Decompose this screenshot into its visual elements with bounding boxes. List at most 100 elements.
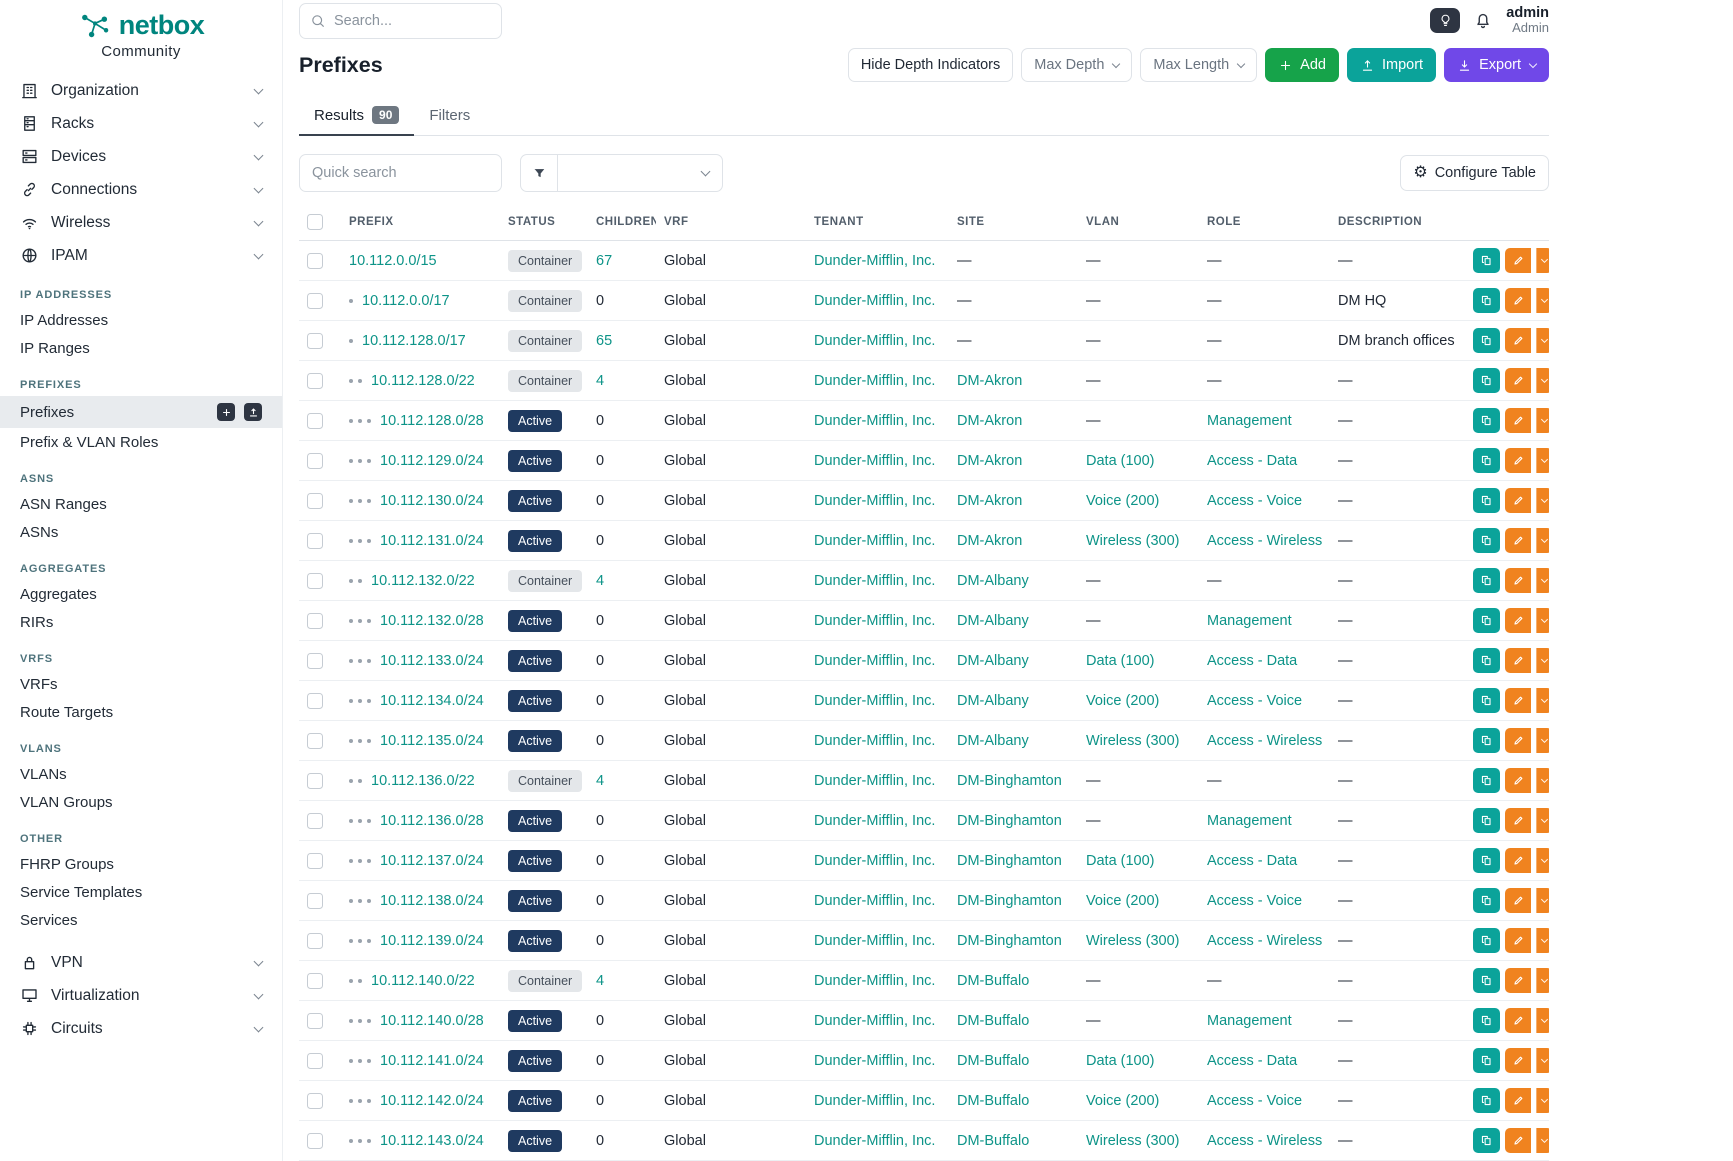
prefix-link[interactable]: 10.112.139.0/24 — [380, 932, 484, 949]
edit-button[interactable] — [1505, 448, 1531, 473]
prefix-link[interactable]: 10.112.133.0/24 — [380, 652, 484, 669]
role-link[interactable]: Access - Voice — [1207, 1092, 1303, 1109]
edit-button[interactable] — [1505, 688, 1531, 713]
row-checkbox[interactable] — [307, 1092, 323, 1109]
row-checkbox[interactable] — [307, 692, 323, 709]
copy-button[interactable] — [1473, 688, 1500, 713]
vlan-link[interactable]: Data (100) — [1086, 1052, 1155, 1069]
tenant-link[interactable]: Dunder-Mifflin, Inc. — [814, 612, 936, 629]
edit-button[interactable] — [1505, 328, 1531, 353]
theme-toggle-button[interactable] — [1430, 7, 1461, 33]
column-header-prefix[interactable]: PREFIX — [341, 202, 500, 241]
import-button[interactable] — [244, 403, 262, 421]
edit-button[interactable] — [1505, 648, 1531, 673]
prefix-link[interactable]: 10.112.136.0/28 — [380, 812, 484, 829]
tenant-link[interactable]: Dunder-Mifflin, Inc. — [814, 892, 936, 909]
sidebar-item-fhrp-groups[interactable]: FHRP Groups — [0, 850, 282, 878]
tenant-link[interactable]: Dunder-Mifflin, Inc. — [814, 652, 936, 669]
sidebar-item-asns[interactable]: ASNs — [0, 518, 282, 546]
children-link[interactable]: 4 — [596, 572, 605, 589]
row-checkbox[interactable] — [307, 772, 323, 789]
copy-button[interactable] — [1473, 768, 1500, 793]
copy-button[interactable] — [1473, 1008, 1500, 1033]
sidebar-item-vlans[interactable]: VLANs — [0, 760, 282, 788]
site-link[interactable]: DM-Binghamton — [957, 892, 1062, 909]
tenant-link[interactable]: Dunder-Mifflin, Inc. — [814, 852, 936, 869]
copy-button[interactable] — [1473, 1048, 1500, 1073]
role-link[interactable]: Management — [1207, 812, 1292, 829]
sidebar-item-circuits[interactable]: Circuits — [0, 1012, 282, 1045]
prefix-link[interactable]: 10.112.135.0/24 — [380, 732, 484, 749]
vlan-link[interactable]: Data (100) — [1086, 652, 1155, 669]
sidebar-item-service-templates[interactable]: Service Templates — [0, 878, 282, 906]
copy-button[interactable] — [1473, 528, 1500, 553]
role-link[interactable]: Access - Data — [1207, 652, 1298, 669]
row-checkbox[interactable] — [307, 252, 323, 269]
edit-button[interactable] — [1505, 408, 1531, 433]
edit-button[interactable] — [1505, 1088, 1531, 1113]
edit-dropdown-button[interactable] — [1536, 528, 1549, 553]
site-link[interactable]: DM-Akron — [957, 492, 1023, 509]
site-link[interactable]: DM-Buffalo — [957, 1012, 1030, 1029]
select-all-checkbox[interactable] — [307, 214, 323, 230]
edit-button[interactable] — [1505, 608, 1531, 633]
prefix-link[interactable]: 10.112.140.0/28 — [380, 1012, 484, 1029]
children-link[interactable]: 65 — [596, 332, 613, 349]
prefix-link[interactable]: 10.112.136.0/22 — [371, 772, 475, 789]
edit-dropdown-button[interactable] — [1536, 848, 1549, 873]
edit-button[interactable] — [1505, 1128, 1531, 1153]
role-link[interactable]: Access - Wireless — [1207, 932, 1323, 949]
column-header-description[interactable]: DESCRIPTION — [1330, 202, 1465, 241]
edit-dropdown-button[interactable] — [1536, 288, 1549, 313]
edit-button[interactable] — [1505, 928, 1531, 953]
tenant-link[interactable]: Dunder-Mifflin, Inc. — [814, 332, 936, 349]
children-link[interactable]: 4 — [596, 972, 605, 989]
tenant-link[interactable]: Dunder-Mifflin, Inc. — [814, 1052, 936, 1069]
edit-button[interactable] — [1505, 488, 1531, 513]
edit-dropdown-button[interactable] — [1536, 768, 1549, 793]
site-link[interactable]: DM-Buffalo — [957, 1132, 1030, 1149]
children-link[interactable]: 67 — [596, 252, 613, 269]
edit-dropdown-button[interactable] — [1536, 648, 1549, 673]
edit-dropdown-button[interactable] — [1536, 368, 1549, 393]
prefix-link[interactable]: 10.112.128.0/28 — [380, 412, 484, 429]
children-link[interactable]: 4 — [596, 372, 605, 389]
copy-button[interactable] — [1473, 368, 1500, 393]
edit-button[interactable] — [1505, 768, 1531, 793]
edit-button[interactable] — [1505, 888, 1531, 913]
edit-button[interactable] — [1505, 248, 1531, 273]
vlan-link[interactable]: Data (100) — [1086, 852, 1155, 869]
tenant-link[interactable]: Dunder-Mifflin, Inc. — [814, 1132, 936, 1149]
role-link[interactable]: Management — [1207, 1012, 1292, 1029]
prefix-link[interactable]: 10.112.143.0/24 — [380, 1132, 484, 1149]
site-link[interactable]: DM-Akron — [957, 452, 1023, 469]
tenant-link[interactable]: Dunder-Mifflin, Inc. — [814, 372, 936, 389]
row-checkbox[interactable] — [307, 412, 323, 429]
row-checkbox[interactable] — [307, 1052, 323, 1069]
prefix-link[interactable]: 10.112.134.0/24 — [380, 692, 484, 709]
site-link[interactable]: DM-Binghamton — [957, 852, 1062, 869]
edit-dropdown-button[interactable] — [1536, 608, 1549, 633]
column-header-vlan[interactable]: VLAN — [1078, 202, 1199, 241]
edit-button[interactable] — [1505, 808, 1531, 833]
vlan-link[interactable]: Wireless (300) — [1086, 1132, 1180, 1149]
row-checkbox[interactable] — [307, 332, 323, 349]
sidebar-item-prefixes[interactable]: Prefixes — [0, 396, 282, 428]
vlan-link[interactable]: Voice (200) — [1086, 692, 1160, 709]
tab-filters[interactable]: Filters — [414, 97, 485, 135]
prefix-link[interactable]: 10.112.142.0/24 — [380, 1092, 484, 1109]
sidebar-item-services[interactable]: Services — [0, 906, 282, 934]
prefix-link[interactable]: 10.112.131.0/24 — [380, 532, 484, 549]
max-length-dropdown[interactable]: Max Length — [1140, 48, 1258, 82]
edit-dropdown-button[interactable] — [1536, 568, 1549, 593]
role-link[interactable]: Management — [1207, 612, 1292, 629]
role-link[interactable]: Access - Wireless — [1207, 532, 1323, 549]
edit-button[interactable] — [1505, 728, 1531, 753]
copy-button[interactable] — [1473, 608, 1500, 633]
copy-button[interactable] — [1473, 728, 1500, 753]
edit-dropdown-button[interactable] — [1536, 488, 1549, 513]
tenant-link[interactable]: Dunder-Mifflin, Inc. — [814, 252, 936, 269]
edit-dropdown-button[interactable] — [1536, 328, 1549, 353]
tenant-link[interactable]: Dunder-Mifflin, Inc. — [814, 532, 936, 549]
prefix-link[interactable]: 10.112.128.0/22 — [371, 372, 475, 389]
